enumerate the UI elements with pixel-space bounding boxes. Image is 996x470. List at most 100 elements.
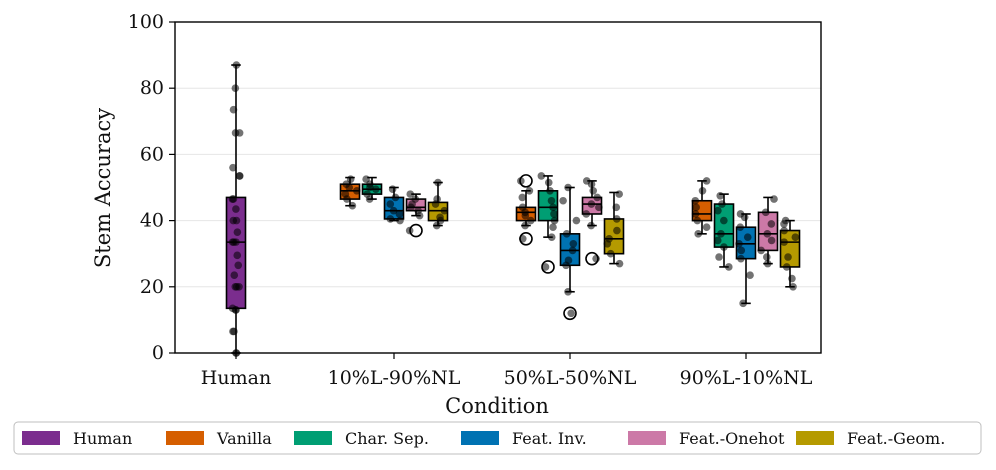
data-point (564, 287, 572, 296)
data-point (562, 230, 571, 238)
data-point (788, 274, 796, 283)
data-point (233, 251, 242, 260)
box-50-l-50-nl-feat-inv (559, 186, 581, 321)
data-point (572, 216, 581, 225)
legend-entry-human: Human (22, 429, 132, 448)
data-point (229, 163, 237, 172)
data-point (567, 309, 576, 318)
legend-label: Feat. Inv. (512, 429, 587, 448)
data-point (395, 210, 404, 218)
data-point (582, 177, 591, 185)
data-point (341, 190, 350, 198)
data-point (436, 213, 444, 222)
data-point (791, 233, 800, 241)
x-tick-label-50-l-50-nl: 50%L-50%NL (504, 367, 637, 389)
data-point (582, 210, 591, 218)
data-point (549, 203, 557, 212)
data-point (521, 221, 529, 230)
data-point (348, 201, 357, 210)
legend-label: Feat.-Geom. (847, 429, 945, 448)
data-point (569, 239, 578, 248)
data-point (739, 299, 747, 308)
data-point (231, 84, 240, 92)
y-tick-label-80: 80 (140, 77, 164, 99)
data-point (767, 236, 776, 245)
data-point (587, 221, 595, 230)
data-point (434, 178, 442, 187)
legend-swatch (294, 431, 332, 445)
legend-entry-vanilla: Vanilla (166, 429, 272, 448)
data-point (718, 200, 726, 208)
legend-swatch (461, 431, 499, 445)
legend-entry-feat-inv: Feat. Inv. (461, 429, 587, 448)
data-point (405, 226, 414, 235)
data-point (702, 177, 711, 185)
data-point (692, 203, 700, 212)
data-point (615, 190, 623, 198)
data-point (691, 196, 700, 205)
data-point (541, 263, 550, 271)
data-point (389, 206, 398, 215)
data-point (737, 254, 745, 263)
data-point (781, 216, 790, 225)
data-point (746, 271, 754, 280)
data-point (518, 235, 527, 243)
data-point (743, 233, 752, 241)
data-point (612, 203, 621, 212)
box-groups (225, 64, 801, 354)
data-point (406, 190, 415, 198)
legend-label: Feat.-Onehot (679, 429, 785, 448)
y-gridlines (175, 87, 821, 288)
data-point (780, 226, 788, 235)
data-point (714, 206, 722, 215)
data-point (763, 259, 772, 268)
data-point (232, 205, 240, 213)
data-point (547, 233, 556, 241)
data-point (593, 193, 602, 202)
data-point (606, 249, 615, 258)
x-tick-label-90-l-10-nl: 90%L-10%NL (680, 367, 813, 389)
data-point (559, 196, 567, 205)
data-point (720, 216, 728, 225)
data-point (767, 220, 776, 228)
legend-swatch (166, 431, 204, 445)
legend-label: Human (73, 429, 132, 448)
legend-label: Char. Sep. (345, 429, 429, 448)
data-point (698, 187, 707, 195)
data-point (396, 216, 404, 225)
data-point (229, 105, 238, 114)
data-point (702, 223, 711, 232)
data-point (233, 228, 242, 236)
data-point (613, 226, 621, 235)
data-point (232, 216, 241, 225)
data-point (372, 185, 380, 193)
data-point (362, 175, 370, 184)
data-point (784, 253, 792, 261)
data-point (526, 216, 535, 225)
data-point (737, 246, 746, 255)
data-point (720, 243, 728, 251)
data-point (544, 178, 553, 187)
data-point (547, 196, 556, 205)
data-point (693, 216, 702, 225)
data-point (518, 193, 527, 202)
data-point (517, 177, 525, 185)
data-point (386, 215, 395, 223)
plot-frame (174, 21, 822, 354)
legend-swatch (22, 431, 60, 445)
legend: Human Vanilla Char. Sep. Feat. Inv. Feat.-On… (13, 421, 982, 455)
data-point (763, 230, 772, 238)
data-point (694, 230, 703, 238)
x-axis-title: Condition (445, 394, 549, 418)
data-point (391, 193, 400, 202)
data-point (525, 187, 534, 195)
data-point (230, 327, 238, 336)
data-point (691, 210, 700, 218)
data-point (763, 253, 771, 261)
x-tick-label-human: Human (201, 367, 271, 389)
data-point (780, 238, 788, 246)
data-point (440, 206, 449, 215)
data-point (615, 259, 624, 268)
y-axis-title: Stem Accuracy (91, 108, 115, 268)
